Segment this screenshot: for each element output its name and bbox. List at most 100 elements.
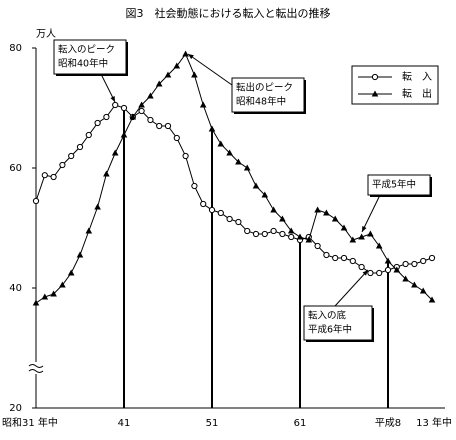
marker [155, 80, 163, 87]
marker [332, 254, 339, 262]
marker [103, 170, 110, 177]
marker [164, 71, 172, 78]
axis-break [28, 364, 44, 373]
marker [393, 266, 401, 273]
annotation-shadow [372, 308, 374, 342]
marker [243, 164, 251, 171]
x-tick-label: 昭和31 年中 [2, 416, 58, 429]
marker [147, 116, 154, 124]
marker [76, 143, 84, 151]
marker [428, 296, 436, 303]
annotation-shadow [234, 112, 306, 114]
marker [411, 281, 418, 288]
marker [235, 158, 242, 165]
marker [279, 230, 286, 238]
x-tick-label: 41 [118, 418, 131, 429]
marker [103, 113, 110, 121]
annotation-shadow [430, 177, 432, 197]
marker [279, 215, 286, 222]
annotation-text: 昭和40年中 [58, 58, 108, 70]
marker [235, 218, 242, 226]
marker [156, 122, 163, 130]
marker [41, 293, 49, 300]
marker [270, 206, 277, 213]
x-tick-label: 13 年中 [416, 416, 452, 429]
annotation-shadow [304, 80, 306, 114]
annotation-shadow [126, 42, 128, 76]
marker [296, 233, 304, 240]
marker [402, 275, 409, 282]
y-tick-label: 40 [9, 283, 22, 294]
legend-marker [371, 73, 379, 81]
marker [50, 290, 57, 297]
marker [138, 101, 145, 108]
marker [384, 257, 392, 264]
marker [420, 257, 427, 265]
marker [59, 281, 66, 288]
y-tick-label: 80 [9, 43, 22, 54]
series-line [35, 104, 433, 274]
marker [32, 299, 40, 306]
y-unit: 万人 [36, 28, 56, 40]
marker [358, 263, 365, 271]
marker [314, 242, 321, 250]
x-tick-label: 平成8 [375, 417, 401, 429]
annotation-text: 平成6年中 [308, 324, 352, 336]
marker [32, 197, 40, 205]
marker [191, 71, 198, 78]
marker [76, 251, 84, 258]
marker [323, 251, 330, 259]
marker [349, 236, 357, 243]
annotation-arrowhead [362, 270, 368, 276]
marker [226, 215, 233, 223]
annotation-arrowhead [362, 226, 367, 232]
marker [41, 172, 48, 179]
marker [182, 152, 189, 160]
marker [50, 173, 57, 181]
marker [288, 233, 295, 241]
annotation-arrow [361, 194, 381, 233]
marker [287, 227, 295, 234]
y-tick-label: 60 [9, 163, 22, 174]
marker [182, 50, 189, 57]
marker [305, 236, 313, 243]
annotation-text: 昭和48年中 [236, 96, 286, 108]
annotation-arrowhead [188, 54, 194, 60]
annotation-box [231, 77, 305, 113]
annotation-box [303, 305, 373, 341]
marker [112, 101, 119, 109]
annotation-text: 転出のピーク [236, 82, 293, 94]
marker [173, 134, 180, 142]
marker [226, 149, 233, 156]
marker [384, 266, 392, 274]
annotation-text: 転入のピーク [58, 45, 115, 56]
marker [200, 200, 207, 208]
marker [208, 125, 216, 132]
annotation-shadow [56, 74, 128, 76]
marker [217, 140, 225, 147]
marker [323, 209, 330, 216]
marker [217, 209, 224, 217]
marker [120, 104, 128, 112]
marker [419, 287, 427, 294]
marker [164, 122, 172, 130]
annotation-arrow [99, 71, 116, 103]
marker [376, 269, 383, 277]
marker [331, 215, 339, 222]
marker [191, 182, 198, 190]
x-tick-label: 61 [294, 418, 307, 429]
marker [252, 230, 260, 238]
marker [94, 119, 101, 127]
marker [252, 182, 260, 189]
marker [402, 260, 409, 268]
marker [67, 269, 75, 276]
marker [173, 62, 181, 69]
legend-marker [371, 90, 379, 97]
marker [244, 227, 251, 235]
annotation-text: 平成5年中 [372, 179, 416, 191]
annotation-shadow [370, 195, 432, 197]
marker [340, 224, 348, 231]
annotation-arrow [187, 53, 233, 86]
